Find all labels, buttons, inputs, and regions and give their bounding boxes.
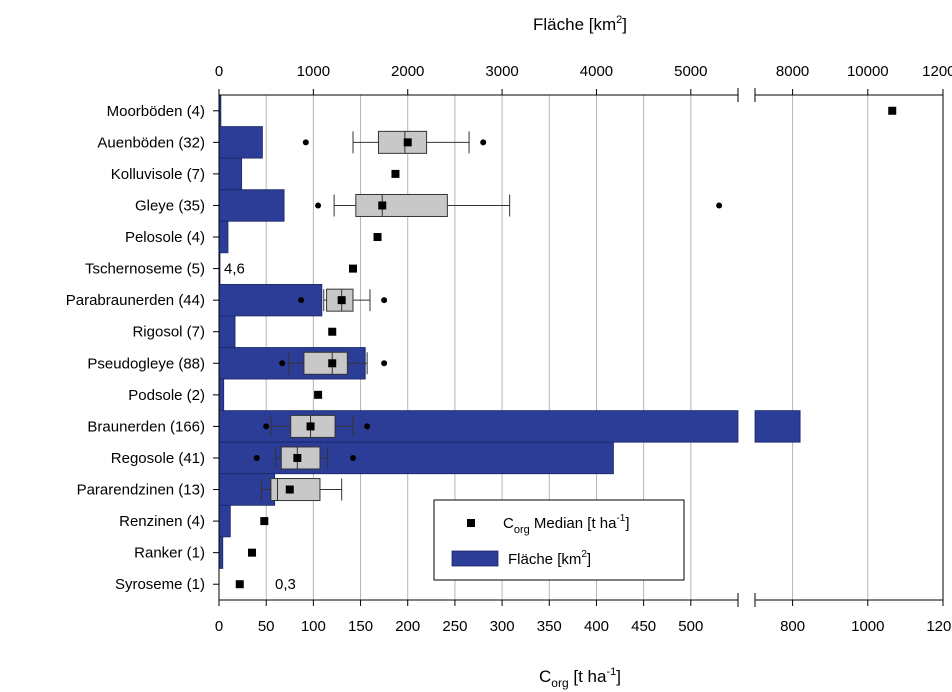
category-label: Parabraunerden (44) [66,292,205,309]
median-marker [260,517,268,525]
bottom-tick-label: 400 [584,618,609,635]
area-bar [219,316,235,348]
category-label: Syroseme (1) [115,576,205,593]
category-label: Ranker (1) [134,545,205,562]
category-label: Moorböden (4) [107,103,205,120]
box-outlier [254,455,260,461]
box-outlier [381,360,387,366]
top-tick-label: 5000 [674,63,707,80]
top-tick-label: 4000 [580,63,613,80]
box-iqr [271,479,320,501]
box-outlier [364,423,370,429]
category-label: Auenböden (32) [97,134,205,151]
category-labels: Moorböden (4) Auenböden (32) Kolluvisole (… [66,103,205,593]
median-marker [404,138,412,146]
area-bar [219,379,224,411]
area-bar [219,221,228,253]
category-label: Podsole (2) [128,387,205,404]
top-tick-label: 2000 [391,63,424,80]
area-bar [219,158,242,190]
median-marker [328,359,336,367]
bottom-tick-label: 200 [395,618,420,635]
bottom-tick-label: 150 [348,618,373,635]
bottom-tick-label: 1200 [926,618,952,635]
top-axis-ticks: 0 1000 2000 3000 4000 5000 8000 10000 12000 [215,63,952,80]
category-label: Gleye (35) [135,197,205,214]
category-label: Pseudogleye (88) [87,355,205,372]
box-outlier [381,297,387,303]
category-label: Regosole (41) [111,450,205,467]
bottom-axis-title: Corg [t ha-1] [539,666,621,690]
area-bar [219,537,223,569]
bottom-tick-label: 1000 [851,618,884,635]
median-marker [349,265,357,273]
bottom-tick-label: 50 [258,618,275,635]
median-marker [236,580,244,588]
top-tick-label: 12000 [922,63,952,80]
bottom-tick-label: 500 [678,618,703,635]
category-label: Rigosol (7) [132,324,205,341]
box-outlier [716,202,722,208]
median-marker [293,454,301,462]
legend-frame [434,500,684,580]
area-bar-continued [755,411,800,443]
box-outlier [263,423,269,429]
box-iqr [304,352,347,374]
category-label: Kolluvisole (7) [111,166,205,183]
box-outlier [480,139,486,145]
area-bar [219,284,322,316]
median-marker [314,391,322,399]
legend: Corg Median [t ha-1] Fläche [km2] [434,500,684,580]
bottom-tick-label: 0 [215,618,223,635]
category-label: Braunerden (166) [87,418,205,435]
top-tick-label: 8000 [776,63,809,80]
category-label: Pelosole (4) [125,229,205,246]
box-outlier [315,202,321,208]
median-marker [328,328,336,336]
bottom-tick-label: 350 [537,618,562,635]
top-tick-label: 10000 [847,63,889,80]
category-label: Renzinen (4) [119,513,205,530]
box-outlier [279,360,285,366]
bottom-tick-label: 450 [631,618,656,635]
bottom-tick-label: 100 [301,618,326,635]
top-axis-title: Fläche [km2] [533,14,627,34]
top-tick-label: 1000 [297,63,330,80]
bar-value-annotation: 0,3 [275,576,296,593]
bottom-tick-label: 250 [442,618,467,635]
bar-value-annotation: 4,6 [224,261,245,278]
median-marker [286,486,294,494]
box-iqr [356,194,448,216]
legend-median-marker [467,519,475,527]
top-tick-label: 3000 [485,63,518,80]
median-marker [248,549,256,557]
box-outlier [298,297,304,303]
category-label: Tschernoseme (5) [85,261,205,278]
area-bar [219,190,284,222]
median-marker [307,422,315,430]
box-outlier [350,455,356,461]
median-marker [374,233,382,241]
box-iqr [378,131,426,153]
median-marker [338,296,346,304]
area-bar [219,505,230,537]
median-marker [378,201,386,209]
legend-area-label: Fläche [km2] [508,549,591,568]
top-tick-label: 0 [215,63,223,80]
category-label: Pararendzinen (13) [77,482,205,499]
median-marker [391,170,399,178]
box-outlier [303,139,309,145]
bottom-tick-label: 300 [490,618,515,635]
bottom-tick-label: 800 [780,618,805,635]
legend-area-swatch [452,551,498,566]
area-bar [219,127,262,159]
bottom-axis-ticks: 0 50 100 150 200 250 300 350 400 450 500 800 1000 120… [215,618,952,635]
median-marker [888,107,896,115]
